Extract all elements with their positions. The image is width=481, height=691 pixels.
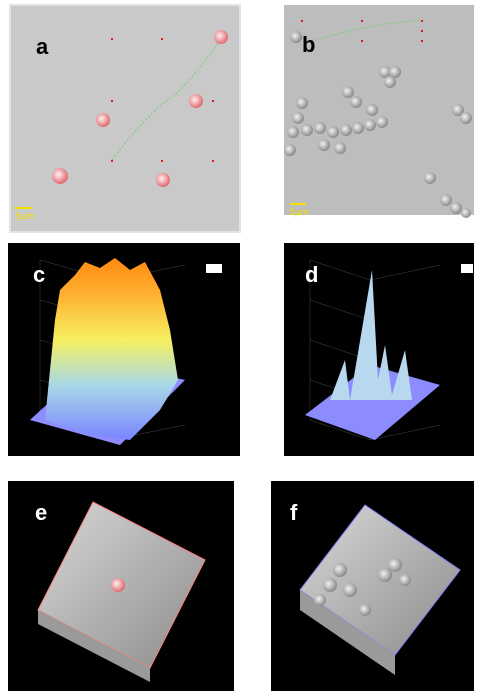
panel-label: c [33,262,45,287]
panel-label: f [290,500,298,525]
panel-label: a [36,34,49,59]
panel-label: d [305,262,318,287]
panel-e: e [8,481,234,691]
panel-d: d [284,243,474,456]
figure: a 5μm b 5μm c [0,0,481,691]
panel-b: b 5μm [284,5,474,218]
panel-a: a 5μm [10,5,240,232]
panel-f: f [271,481,474,691]
scale-bar: 5μm [15,212,35,222]
panel-label: e [35,500,47,525]
scale-bar: 5μm [289,208,309,218]
panel-c: c [8,243,240,456]
panel-label: b [302,32,315,57]
